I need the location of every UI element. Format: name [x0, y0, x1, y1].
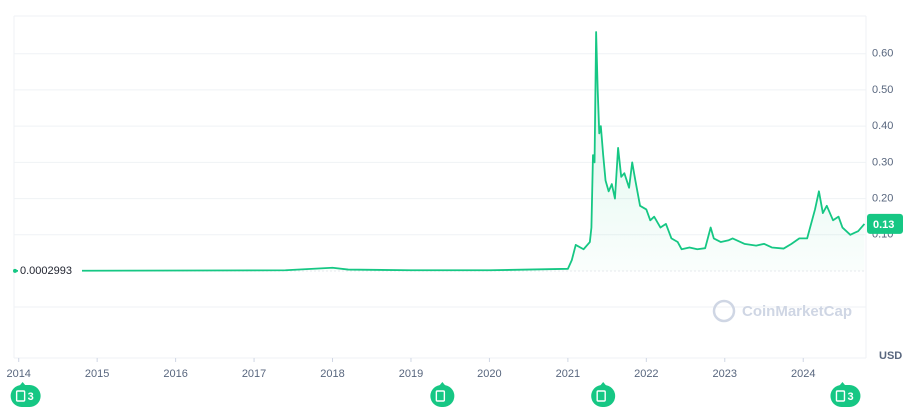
event-badge: [430, 385, 455, 407]
x-tick-label: 2021: [556, 368, 580, 380]
event-icon: [835, 390, 846, 402]
start-label-bg: [18, 262, 82, 279]
start-dot: [13, 268, 17, 273]
y-tick-label: 0.20: [872, 192, 893, 204]
event-marker[interactable]: [430, 382, 455, 407]
event-badge: [591, 385, 616, 407]
x-tick-label: 2019: [399, 368, 423, 380]
watermark-text: CoinMarketCap: [742, 303, 852, 320]
watermark: CoinMarketCap: [712, 299, 852, 323]
event-count: 3: [847, 391, 853, 403]
frame: [13, 15, 867, 359]
x-tick-label: 2016: [163, 368, 187, 380]
x-tick-label: 2015: [85, 368, 109, 380]
unit-label: USD: [879, 350, 902, 362]
event-icon: [596, 390, 606, 402]
x-tick-label: 2022: [634, 368, 658, 380]
y-tick-label: 0.50: [872, 84, 893, 96]
event-icon: [15, 390, 26, 402]
event-marker[interactable]: [591, 382, 616, 407]
event-marker[interactable]: 3: [830, 382, 861, 407]
x-tick-label: 2020: [477, 368, 501, 380]
event-icon: [435, 390, 446, 402]
x-tick-label: 2018: [320, 368, 344, 380]
event-badge: [830, 385, 861, 407]
price-badge: [867, 213, 903, 234]
event-badge: [10, 385, 41, 407]
price-line: [14, 31, 866, 272]
price-badge-label: 0.13: [873, 219, 894, 231]
x-tick-label: 2017: [242, 368, 266, 380]
x-tick-label: 2024: [791, 368, 815, 380]
start-label: 0.0002993: [20, 265, 72, 277]
event-count: 3: [28, 391, 34, 403]
x-tick-label: 2023: [713, 368, 737, 380]
x-tick-label: 2014: [6, 368, 30, 380]
y-tick-label: 0.60: [872, 48, 893, 60]
event-marker[interactable]: 3: [10, 382, 41, 407]
y-tick-label: 0.40: [872, 120, 893, 132]
y-tick-label: 0.30: [872, 156, 893, 168]
